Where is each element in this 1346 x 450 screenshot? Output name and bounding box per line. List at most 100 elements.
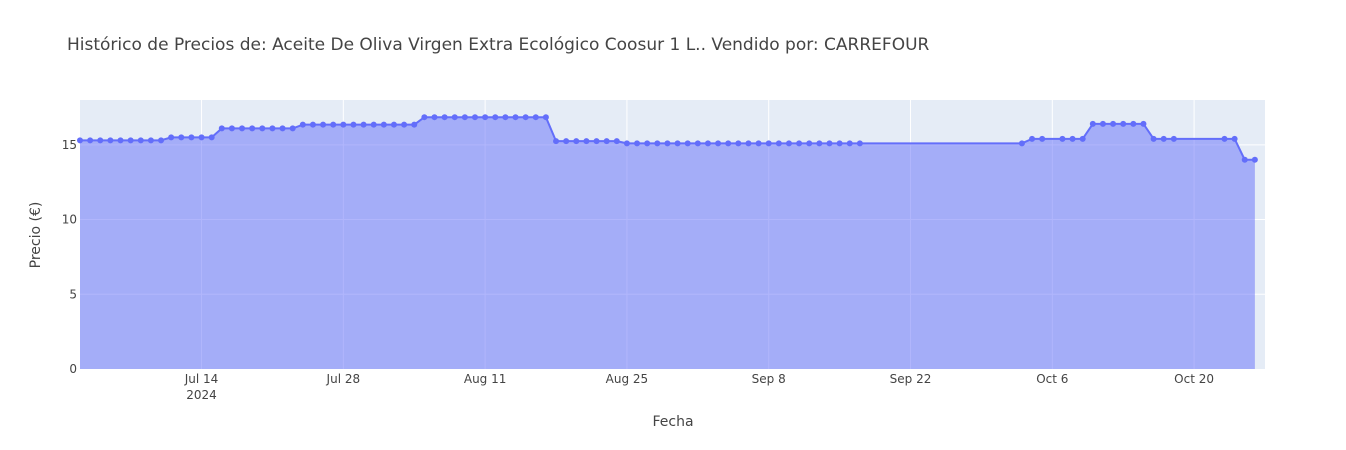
data-point bbox=[309, 121, 316, 128]
data-point bbox=[390, 121, 397, 128]
data-point bbox=[87, 137, 94, 144]
data-point bbox=[623, 140, 630, 147]
x-tick-label: Sep 22 bbox=[890, 372, 932, 386]
data-point bbox=[664, 140, 671, 147]
data-point bbox=[715, 140, 722, 147]
data-point bbox=[370, 121, 377, 128]
data-point bbox=[583, 138, 590, 145]
x-axis-title: Fecha bbox=[652, 414, 693, 430]
data-point bbox=[441, 114, 448, 121]
data-point bbox=[856, 140, 863, 147]
data-point bbox=[796, 140, 803, 147]
data-point bbox=[239, 125, 246, 132]
data-point bbox=[1120, 120, 1127, 127]
data-point bbox=[330, 121, 337, 128]
series-area bbox=[80, 117, 1255, 369]
data-point bbox=[1029, 135, 1036, 142]
data-point bbox=[846, 140, 853, 147]
data-point bbox=[806, 140, 813, 147]
data-point bbox=[117, 137, 124, 144]
data-point bbox=[472, 114, 478, 121]
data-point bbox=[502, 114, 509, 121]
data-point bbox=[269, 125, 276, 132]
data-point bbox=[198, 134, 205, 141]
data-point bbox=[1170, 135, 1177, 142]
data-point bbox=[178, 134, 185, 141]
data-point bbox=[745, 140, 752, 147]
data-point bbox=[563, 138, 570, 145]
data-point bbox=[1160, 135, 1167, 142]
data-point bbox=[644, 140, 651, 147]
x-tick-year-label: 2024 bbox=[186, 388, 217, 402]
data-point bbox=[431, 114, 438, 121]
data-point bbox=[1231, 135, 1238, 142]
data-point bbox=[411, 121, 418, 128]
data-point bbox=[542, 114, 549, 121]
data-point bbox=[593, 138, 600, 145]
data-point bbox=[1018, 140, 1025, 147]
data-point bbox=[785, 140, 792, 147]
data-point bbox=[1140, 120, 1147, 127]
data-point bbox=[360, 121, 367, 128]
data-point bbox=[684, 140, 691, 147]
data-point bbox=[279, 125, 286, 132]
data-point bbox=[127, 137, 134, 144]
data-point bbox=[107, 137, 114, 144]
data-point bbox=[77, 137, 83, 144]
data-point bbox=[1099, 120, 1106, 127]
data-point bbox=[613, 138, 620, 145]
data-point bbox=[553, 138, 560, 145]
x-tick-label: Oct 20 bbox=[1174, 372, 1214, 386]
x-tick-label: Sep 8 bbox=[752, 372, 786, 386]
data-point bbox=[168, 134, 175, 141]
data-point bbox=[532, 114, 539, 121]
data-point bbox=[522, 114, 529, 121]
data-point bbox=[259, 125, 266, 132]
data-point bbox=[228, 125, 235, 132]
data-point bbox=[249, 125, 256, 132]
data-point bbox=[299, 121, 306, 128]
data-point bbox=[816, 140, 823, 147]
data-point bbox=[725, 140, 732, 147]
data-point bbox=[1059, 135, 1066, 142]
data-point bbox=[634, 140, 641, 147]
x-tick-label: Aug 11 bbox=[464, 372, 507, 386]
data-point bbox=[1241, 156, 1248, 163]
series-fill-area bbox=[80, 117, 1255, 369]
data-point bbox=[826, 140, 833, 147]
data-point bbox=[451, 114, 458, 121]
data-point bbox=[674, 140, 681, 147]
data-point bbox=[836, 140, 843, 147]
series-markers bbox=[77, 114, 1258, 163]
data-point bbox=[421, 114, 428, 121]
x-tick-label: Oct 6 bbox=[1036, 372, 1068, 386]
data-point bbox=[380, 121, 387, 128]
data-point bbox=[492, 114, 499, 121]
data-point bbox=[1110, 120, 1117, 127]
data-point bbox=[654, 140, 661, 147]
y-tick-label: 15 bbox=[62, 138, 77, 152]
data-point bbox=[208, 134, 215, 141]
y-tick-label: 0 bbox=[69, 362, 77, 376]
data-point bbox=[603, 138, 610, 145]
x-tick-label: Aug 25 bbox=[606, 372, 649, 386]
data-point bbox=[1039, 135, 1046, 142]
data-point bbox=[1130, 120, 1137, 127]
data-point bbox=[401, 121, 408, 128]
data-point bbox=[1069, 135, 1076, 142]
data-point bbox=[1089, 120, 1096, 127]
data-point bbox=[137, 137, 144, 144]
data-point bbox=[1079, 135, 1086, 142]
data-point bbox=[704, 140, 711, 147]
data-point bbox=[1251, 156, 1258, 163]
data-point bbox=[482, 114, 489, 121]
chart-title: Histórico de Precios de: Aceite De Oliva… bbox=[67, 35, 930, 55]
data-point bbox=[735, 140, 742, 147]
data-point bbox=[188, 134, 195, 141]
data-point bbox=[158, 137, 165, 144]
data-point bbox=[755, 140, 762, 147]
data-point bbox=[340, 121, 347, 128]
data-point bbox=[765, 140, 772, 147]
y-axis-title: Precio (€) bbox=[28, 202, 44, 269]
